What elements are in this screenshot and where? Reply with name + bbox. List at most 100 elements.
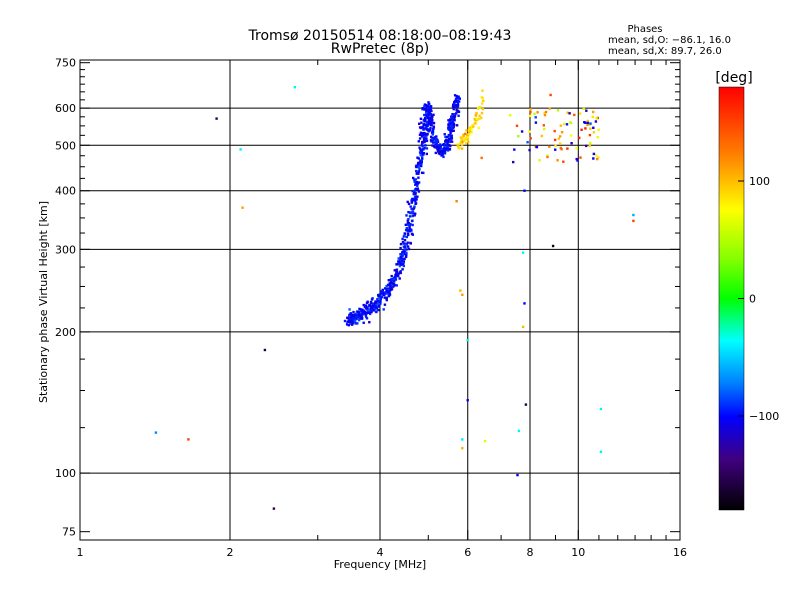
- data-point: [379, 300, 382, 304]
- data-point: [526, 141, 529, 144]
- data-point: [418, 137, 422, 140]
- data-point: [450, 140, 454, 143]
- data-point: [463, 139, 466, 142]
- data-point: [543, 114, 547, 117]
- data-point: [521, 251, 525, 254]
- data-point: [403, 232, 406, 235]
- data-point: [459, 289, 462, 292]
- data-point: [421, 156, 424, 159]
- data-point: [407, 211, 410, 214]
- data-point: [412, 176, 415, 180]
- data-point: [391, 279, 395, 282]
- data-point: [444, 135, 447, 139]
- data-point: [379, 293, 382, 296]
- data-point: [413, 180, 416, 183]
- data-point: [426, 104, 429, 108]
- data-point: [450, 124, 454, 127]
- data-point: [521, 325, 525, 329]
- data-point: [551, 244, 555, 248]
- data-point: [447, 127, 450, 131]
- data-point: [476, 107, 480, 110]
- data-point: [483, 439, 487, 443]
- data-point: [405, 253, 408, 257]
- data-point: [411, 189, 414, 193]
- data-point: [480, 96, 483, 99]
- data-point: [475, 117, 479, 121]
- data-point: [348, 314, 351, 317]
- data-point: [426, 122, 429, 125]
- data-point: [407, 218, 410, 221]
- data-point: [460, 143, 464, 146]
- data-point: [528, 114, 532, 118]
- data-point: [426, 124, 429, 127]
- data-point: [460, 137, 463, 140]
- data-point: [405, 248, 408, 251]
- data-point: [420, 162, 423, 165]
- data-point: [406, 245, 410, 248]
- data-point: [374, 306, 378, 309]
- data-point: [430, 121, 433, 124]
- data-point: [584, 127, 587, 130]
- data-point: [448, 138, 451, 141]
- data-point: [457, 95, 460, 98]
- data-point: [566, 111, 569, 114]
- data-point: [383, 303, 387, 306]
- data-point: [414, 200, 417, 203]
- data-point: [592, 131, 596, 134]
- data-point: [479, 116, 483, 120]
- data-point: [399, 246, 402, 250]
- data-point: [407, 202, 411, 206]
- data-point: [453, 101, 456, 104]
- data-point: [536, 111, 539, 114]
- data-point: [461, 293, 464, 296]
- data-point: [399, 263, 402, 266]
- data-point: [350, 323, 354, 326]
- data-point: [477, 126, 480, 130]
- data-point: [399, 271, 402, 275]
- data-point: [472, 125, 475, 128]
- data-point: [528, 148, 531, 152]
- data-point: [384, 291, 387, 294]
- data-point: [377, 301, 380, 305]
- data-point: [632, 213, 635, 217]
- data-point: [356, 316, 360, 319]
- data-point: [450, 134, 453, 137]
- data-point: [392, 282, 395, 285]
- data-point: [538, 159, 541, 162]
- data-point: [415, 187, 418, 190]
- data-point: [402, 264, 405, 268]
- data-point: [466, 138, 469, 142]
- data-point: [455, 109, 459, 112]
- data-point: [418, 146, 421, 149]
- data-point: [418, 151, 422, 154]
- data-point: [393, 275, 397, 279]
- data-point: [461, 447, 464, 450]
- data-point: [466, 399, 469, 402]
- data-point: [461, 438, 464, 441]
- data-point: [389, 288, 392, 292]
- data-point: [411, 214, 414, 218]
- data-point: [422, 136, 426, 140]
- data-point: [534, 116, 537, 119]
- data-point: [401, 259, 404, 262]
- data-point: [454, 97, 458, 101]
- data-point: [360, 310, 363, 313]
- data-point: [453, 123, 456, 127]
- data-point: [573, 113, 576, 117]
- data-point: [446, 144, 449, 147]
- data-point: [416, 156, 419, 159]
- data-point: [368, 311, 372, 314]
- data-point: [456, 101, 460, 104]
- data-point: [187, 438, 190, 441]
- data-point: [367, 311, 370, 314]
- data-point: [385, 297, 388, 300]
- data-point: [452, 126, 455, 129]
- data-point: [263, 348, 267, 352]
- data-point: [450, 137, 454, 140]
- data-point: [413, 191, 416, 194]
- data-point: [465, 133, 469, 136]
- data-point: [422, 148, 425, 151]
- data-point: [367, 308, 370, 312]
- data-point: [401, 252, 404, 255]
- data-point: [412, 192, 416, 196]
